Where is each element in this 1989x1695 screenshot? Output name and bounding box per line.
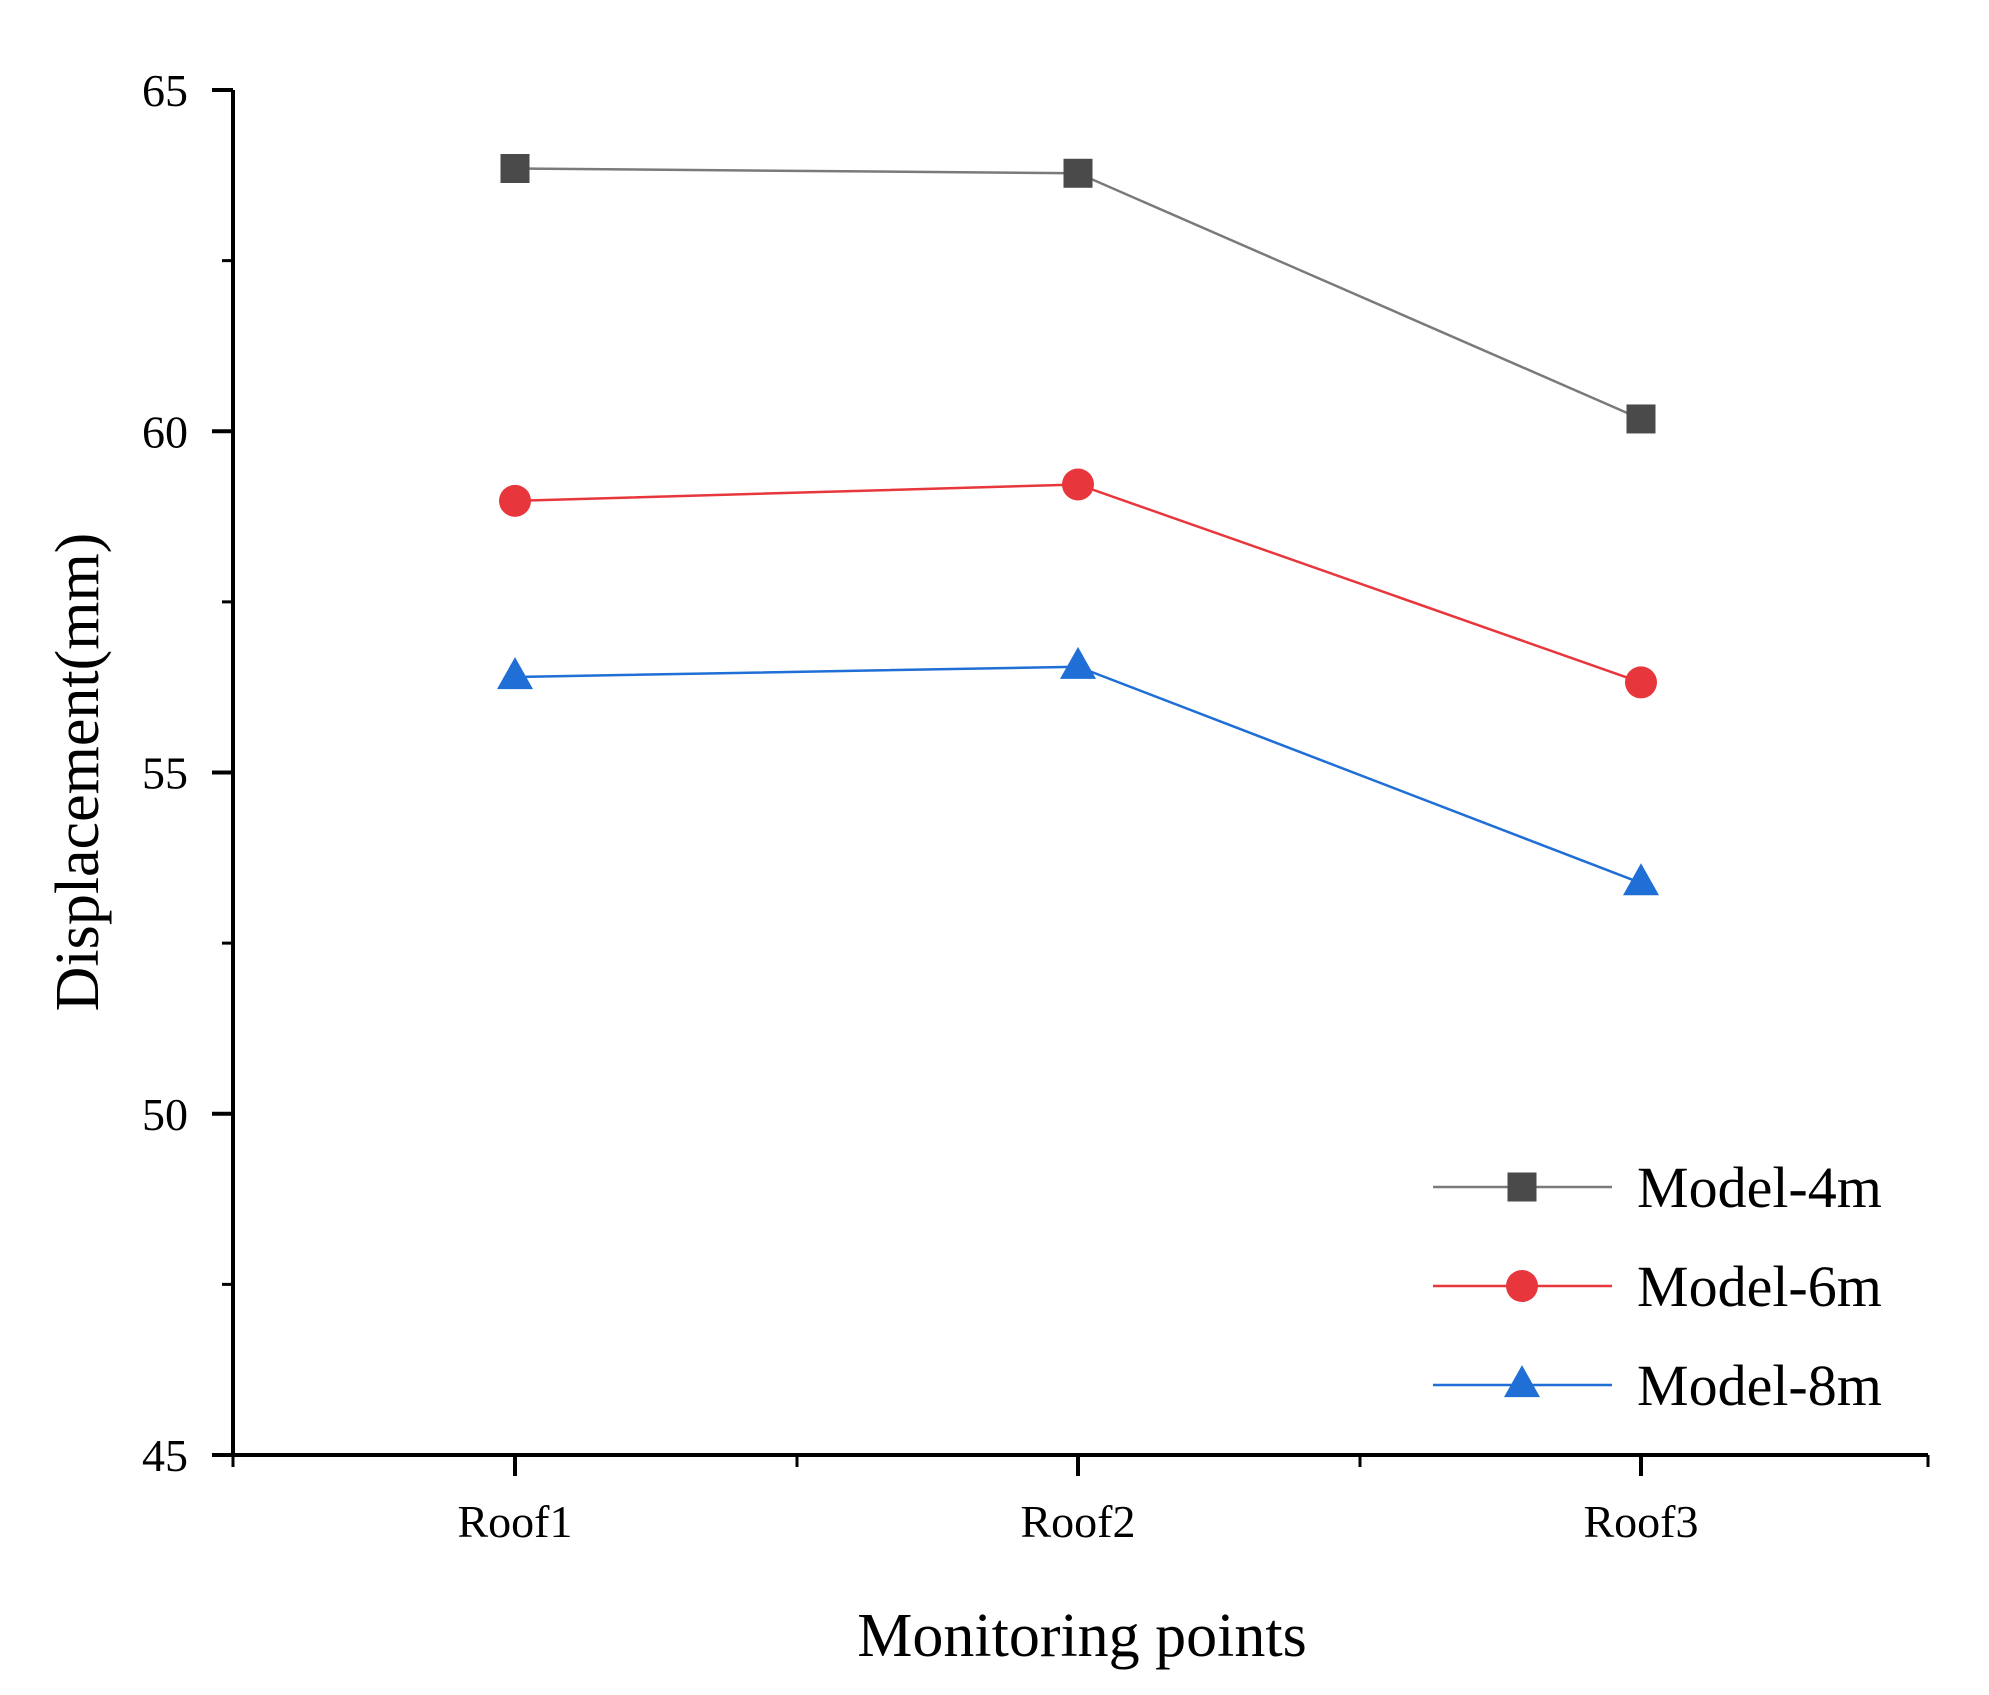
data-point-model-6m — [1625, 666, 1657, 699]
x-tick-label: Roof2 — [1021, 1496, 1136, 1547]
series-model-6m — [499, 468, 1657, 699]
legend-item-model-8m: Model-8m — [1433, 1353, 1882, 1418]
x-tick-label: Roof3 — [1584, 1496, 1699, 1547]
data-point-model-6m — [499, 484, 531, 517]
x-ticks: Roof1 Roof2 Roof3 — [231, 1455, 1930, 1547]
legend-label: Model-6m — [1637, 1254, 1882, 1319]
legend-label: Model-8m — [1637, 1353, 1882, 1418]
x-tick-label: Roof1 — [458, 1496, 573, 1547]
series-model-4m — [500, 153, 1656, 434]
legend-marker — [1506, 1270, 1538, 1302]
y-tick-label: 45 — [142, 1430, 188, 1481]
data-point-model-4m — [1626, 404, 1656, 434]
y-tick-label: 50 — [142, 1089, 188, 1140]
y-tick-label: 65 — [142, 65, 188, 116]
x-axis-title: Monitoring points — [857, 1602, 1307, 1670]
data-point-model-8m — [1623, 863, 1659, 896]
legend-item-model-6m: Model-6m — [1433, 1254, 1882, 1319]
legend-item-model-4m: Model-4m — [1433, 1155, 1882, 1220]
data-point-model-4m — [500, 153, 530, 183]
series-layer — [497, 153, 1659, 896]
data-point-model-4m — [1063, 158, 1093, 188]
data-point-model-8m — [1060, 646, 1096, 679]
data-point-model-8m — [497, 657, 533, 690]
legend-label: Model-4m — [1637, 1155, 1882, 1220]
legend: Model-4m Model-6m Model-8m — [1433, 1155, 1882, 1418]
y-ticks: 45 50 55 60 65 — [142, 65, 233, 1481]
series-model-8m — [497, 646, 1659, 896]
legend-marker — [1507, 1172, 1537, 1202]
legend-marker — [1504, 1365, 1540, 1398]
y-axis-title: Displacement(mm) — [44, 533, 112, 1012]
data-point-model-6m — [1062, 468, 1094, 501]
y-tick-label: 55 — [142, 748, 188, 799]
y-tick-label: 60 — [142, 406, 188, 457]
